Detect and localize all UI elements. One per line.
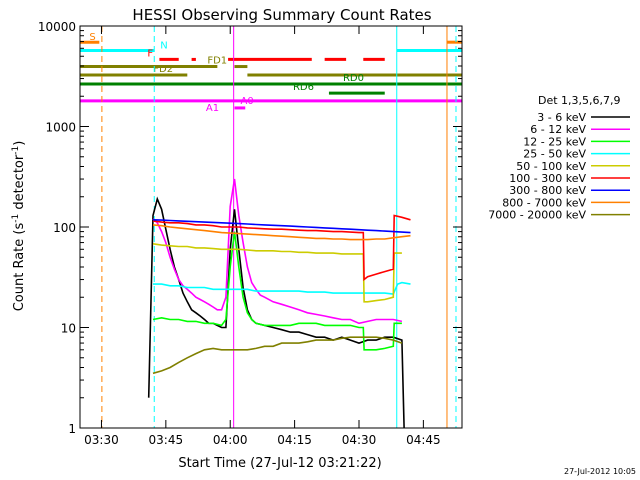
series-line-6: [152, 214, 411, 282]
chart-title: HESSI Observing Summary Count Rates: [132, 6, 431, 24]
legend-label-9: 7000 - 20000 keV: [488, 209, 586, 222]
flag-label-f: F: [147, 48, 153, 59]
instrument-flag-bars: SNFFD1FD2RD0RD6A0A1: [80, 32, 462, 114]
y-tick-label: 1000: [45, 121, 76, 135]
flag-label-fd2: FD2: [153, 64, 173, 75]
series-lines: [147, 178, 411, 429]
flag-label-rd0: RD0: [343, 73, 364, 84]
series-line-1: [147, 196, 405, 429]
x-axis-ticks: 03:30 03:45 04:00 04:15 04:30 04:45: [84, 26, 441, 447]
y-axis-ticks: 1 10 100 1000 10000: [38, 20, 462, 436]
series-line-3: [152, 231, 402, 351]
footer-timestamp: 27-Jul-2012 10:05: [564, 467, 636, 476]
flag-label-rd6: RD6: [293, 82, 314, 93]
flag-label-s: S: [89, 32, 95, 43]
x-tick-label: 04:45: [406, 433, 441, 447]
x-tick-label: 03:45: [149, 433, 184, 447]
y-tick-label: 10000: [38, 20, 76, 34]
legend-label-6: 100 - 300 keV: [509, 172, 586, 185]
legend-label-4: 25 - 50 keV: [523, 148, 586, 161]
series-line-4: [153, 281, 411, 295]
x-tick-label: 03:30: [84, 433, 119, 447]
series-line-9: [152, 336, 403, 375]
legend-label-3: 12 - 25 keV: [523, 135, 586, 148]
series-line-8: [152, 224, 411, 241]
y-tick-label: 10: [61, 322, 76, 336]
plot-frame: [79, 25, 463, 429]
legend-label-7: 300 - 800 keV: [509, 184, 586, 197]
legend-label-2: 6 - 12 keV: [530, 123, 586, 136]
legend-label-1: 3 - 6 keV: [537, 111, 586, 124]
y-axis-label: Count Rate (s-1 detector-1): [11, 141, 27, 312]
flag-label-fd1: FD1: [207, 56, 227, 67]
x-axis-label: Start Time (27-Jul-12 03:21:22): [178, 456, 381, 471]
x-tick-label: 04:00: [213, 433, 248, 447]
legend-label-8: 800 - 7000 keV: [502, 196, 586, 209]
legend-label-5: 50 - 100 keV: [516, 160, 586, 173]
flag-label-n: N: [160, 41, 167, 52]
x-tick-label: 04:30: [342, 433, 377, 447]
legend-title: Det 1,3,5,6,7,9: [538, 94, 621, 107]
flag-label-a1: A1: [206, 103, 219, 114]
series-line-5: [152, 243, 402, 303]
series-line-2: [152, 178, 403, 325]
y-tick-label: 100: [53, 221, 76, 235]
x-tick-label: 04:15: [277, 433, 312, 447]
series-line-7: [152, 219, 411, 234]
y-tick-label: 1: [68, 422, 76, 436]
